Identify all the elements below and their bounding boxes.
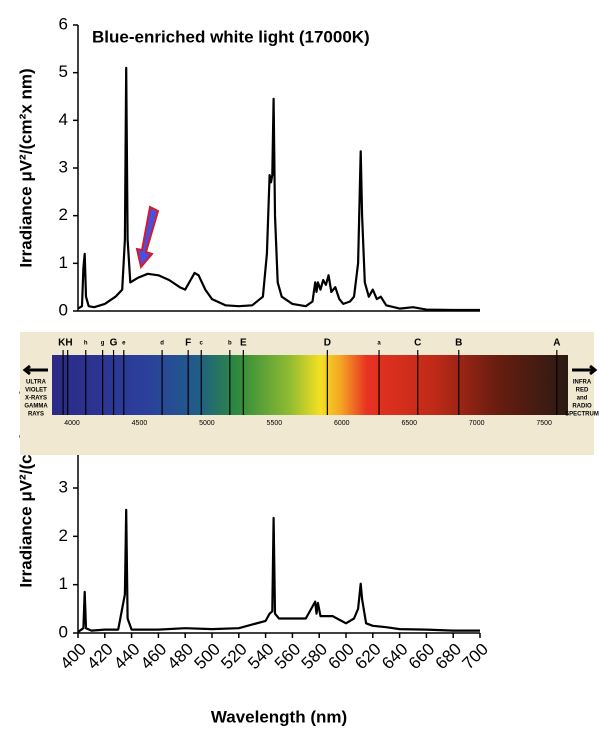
x-tick-label: 500	[191, 640, 224, 673]
line-label: KH	[58, 338, 72, 349]
left-arrow	[22, 364, 48, 376]
line-label: G	[110, 338, 118, 349]
y-tick-label: 3	[59, 477, 68, 496]
line-label: D	[324, 338, 331, 349]
x-tick-label: 620	[351, 640, 384, 673]
x-tick-label: 520	[217, 640, 250, 673]
left-label: X-RAYS	[25, 396, 47, 402]
line-label: c	[200, 341, 204, 347]
scale-label: 6500	[401, 420, 417, 427]
scale-label: 4000	[64, 420, 80, 427]
right-label: and	[577, 396, 588, 402]
chart-title: Blue-enriched white light (17000K)	[92, 27, 370, 46]
right-label: RED	[576, 388, 589, 394]
y-tick-label: 5	[59, 62, 68, 81]
y-tick-label: 6	[59, 14, 68, 33]
right-label: INFRA	[573, 380, 592, 386]
line-label: h	[84, 341, 88, 347]
right-label: SPECTRUM	[565, 412, 599, 418]
scale-label: 7000	[469, 420, 485, 427]
line-label: b	[228, 341, 232, 347]
x-axis-label: Wavelength (nm)	[211, 707, 347, 726]
scale-label: 5500	[267, 420, 283, 427]
right-label: RADIO	[572, 404, 592, 410]
line-label: F	[185, 338, 191, 349]
x-tick-label: 420	[83, 640, 116, 673]
y-tick-label: 4	[59, 110, 68, 129]
x-tick-label: 580	[298, 640, 331, 673]
x-tick-label: 480	[164, 640, 197, 673]
right-arrow	[572, 364, 598, 376]
left-label: RAYS	[28, 412, 44, 418]
line-label: a	[377, 341, 381, 347]
line-label: e	[122, 341, 126, 347]
x-tick-label: 400	[57, 640, 90, 673]
x-tick-label: 460	[137, 640, 170, 673]
y-tick-label: 1	[59, 253, 68, 272]
spectrum-line	[77, 508, 480, 633]
y-tick-label: 1	[59, 574, 68, 593]
y-tick-label: 0	[59, 622, 68, 641]
strip-band	[52, 355, 568, 415]
line-label: E	[240, 338, 247, 349]
line-label: B	[455, 338, 462, 349]
y-tick-label: 0	[59, 300, 68, 319]
y-axis-label: Irradiance μV²/(cm²x nm)	[16, 68, 35, 267]
x-tick-label: 640	[378, 640, 411, 673]
x-tick-label: 440	[110, 640, 143, 673]
x-tick-label: 600	[325, 640, 358, 673]
line-label: C	[414, 338, 421, 349]
line-label: A	[553, 338, 560, 349]
line-label: d	[160, 341, 164, 347]
y-tick-label: 2	[59, 526, 68, 545]
scale-label: 6000	[334, 420, 350, 427]
left-label: GAMMA	[24, 404, 48, 410]
y-tick-label: 2	[59, 205, 68, 224]
x-tick-label: 540	[244, 640, 277, 673]
arrow-annotation	[135, 205, 160, 270]
left-label: ULTRA	[26, 380, 47, 386]
scale-label: 7500	[536, 420, 552, 427]
scale-label: 4500	[132, 420, 148, 427]
x-tick-label: 660	[405, 640, 438, 673]
spectrum-line	[77, 66, 480, 312]
x-tick-label: 700	[459, 640, 492, 673]
y-tick-label: 3	[59, 157, 68, 176]
x-tick-label: 680	[432, 640, 465, 673]
left-label: VIOLET	[25, 388, 47, 394]
scale-label: 5000	[199, 420, 215, 427]
line-label: g	[101, 341, 105, 347]
x-tick-label: 560	[271, 640, 304, 673]
